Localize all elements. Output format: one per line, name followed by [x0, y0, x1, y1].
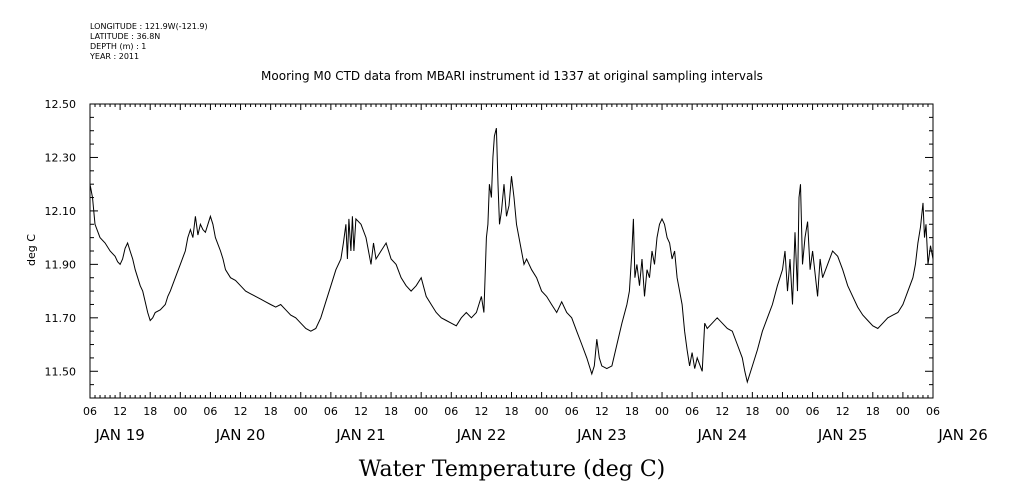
series-group — [89, 127, 934, 384]
year-label: YEAR : 2011 — [90, 52, 140, 61]
latitude-label: LATITUDE : 36.8N — [90, 32, 161, 41]
x-day-label: JAN 26 — [937, 426, 988, 444]
x-hour-tick-label: 18 — [866, 405, 880, 418]
x-hour-tick-label: 06 — [806, 405, 820, 418]
x-hour-tick-label: 00 — [294, 405, 308, 418]
x-hour-tick-label: 12 — [474, 405, 488, 418]
metadata-block: LONGITUDE : 121.9W(-121.9) LATITUDE : 36… — [90, 22, 208, 62]
x-hour-tick-label: 00 — [414, 405, 428, 418]
longitude-label: LONGITUDE : 121.9W(-121.9) — [90, 22, 208, 31]
x-hour-tick-label: 06 — [444, 405, 458, 418]
x-hour-tick-label: 00 — [775, 405, 789, 418]
x-day-label: JAN 20 — [215, 426, 266, 444]
x-hour-tick-label: 12 — [836, 405, 850, 418]
x-hour-tick-label: 00 — [896, 405, 910, 418]
x-day-label: JAN 25 — [817, 426, 868, 444]
x-day-label: JAN 23 — [576, 426, 627, 444]
y-tick-label: 12.10 — [45, 205, 77, 218]
y-tick-label: 11.70 — [45, 312, 77, 325]
x-day-label: JAN 22 — [456, 426, 507, 444]
y-tick-label: 12.30 — [45, 151, 77, 164]
x-hour-tick-label: 18 — [625, 405, 639, 418]
depth-label: DEPTH (m) : 1 — [90, 42, 147, 51]
x-hour-tick-label: 00 — [655, 405, 669, 418]
x-axis-label: Water Temperature (deg C) — [359, 457, 666, 482]
x-hour-tick-label: 06 — [926, 405, 940, 418]
x-day-label: JAN 24 — [697, 426, 748, 444]
x-day-label: JAN 21 — [335, 426, 386, 444]
x-hour-tick-label: 12 — [234, 405, 248, 418]
x-hour-tick-label: 06 — [565, 405, 579, 418]
x-hour-tick-label: 06 — [203, 405, 217, 418]
plot-frame — [89, 103, 934, 399]
axis-tick-labels: 06 12 18 00 06 12 18 00 06 12 18 00 06 12 18 00 06 12 18 00… — [45, 98, 988, 444]
x-hour-tick-label: 12 — [595, 405, 609, 418]
x-hour-tick-label: 12 — [113, 405, 127, 418]
x-hour-tick-label: 00 — [535, 405, 549, 418]
y-tick-label: 11.90 — [45, 258, 77, 271]
x-hour-tick-label: 06 — [324, 405, 338, 418]
x-hour-tick-label: 18 — [505, 405, 519, 418]
x-hour-tick-label: 12 — [354, 405, 368, 418]
x-hour-tick-label: 18 — [384, 405, 398, 418]
temperature-series-line — [89, 127, 934, 384]
y-axis-label: deg C — [25, 234, 38, 266]
x-hour-tick-label: 00 — [173, 405, 187, 418]
y-tick-label: 12.50 — [45, 98, 77, 111]
x-hour-tick-label: 18 — [143, 405, 157, 418]
axis-ticks — [89, 103, 934, 399]
x-hour-tick-label: 06 — [83, 405, 97, 418]
y-tick-label: 11.50 — [45, 365, 77, 378]
x-hour-tick-label: 18 — [264, 405, 278, 418]
x-hour-tick-label: 06 — [685, 405, 699, 418]
x-day-label: JAN 19 — [94, 426, 145, 444]
x-hour-tick-label: 12 — [715, 405, 729, 418]
x-hour-tick-label: 18 — [745, 405, 759, 418]
chart-title: Mooring M0 CTD data from MBARI instrumen… — [261, 69, 763, 83]
